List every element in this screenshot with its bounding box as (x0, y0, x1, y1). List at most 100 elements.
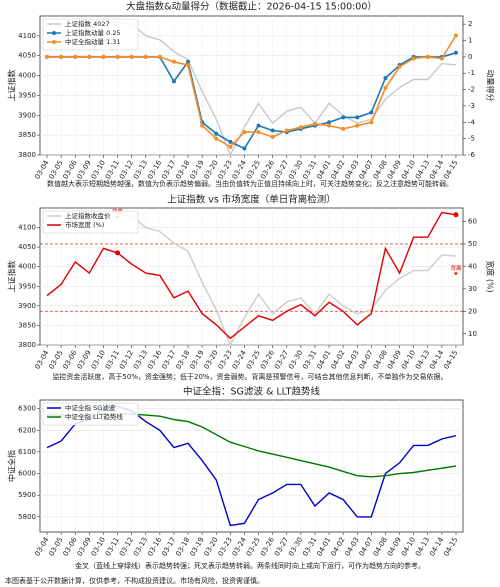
y-tick-label: 3850 (18, 131, 36, 139)
y-tick-label: 5900 (18, 491, 36, 499)
y2-tick-label: 20 (468, 307, 477, 315)
point (270, 135, 275, 140)
point (453, 33, 458, 38)
chart-title: 大盘指数&动量得分（数据截止：2026-04-15 15:00:00） (126, 1, 377, 13)
y2-axis-label: 动量得分 (486, 70, 496, 102)
legend-label: 上证指数动量 0.25 (65, 28, 121, 37)
point (425, 54, 430, 59)
y-tick-label: 4100 (18, 224, 36, 232)
point (439, 56, 444, 61)
point (341, 115, 346, 120)
annotation-arrow (453, 272, 458, 276)
legend-box (42, 18, 139, 51)
legend-label: 中证全指动量 1.31 (65, 37, 121, 46)
point (355, 115, 360, 120)
point (59, 54, 64, 59)
point (214, 136, 219, 141)
point (157, 54, 162, 59)
y2-tick-label: -2 (468, 86, 475, 94)
y2-tick-label: 2 (468, 20, 472, 28)
point (87, 54, 92, 59)
y2-tick-label: 1 (468, 37, 472, 45)
y-tick-label: 4050 (18, 243, 36, 251)
y-tick-label: 3900 (18, 111, 36, 119)
y-axis-label: 中证全指 (7, 450, 17, 482)
series-line (46, 211, 457, 340)
point (327, 123, 332, 128)
point (284, 128, 289, 133)
point (453, 50, 458, 55)
y-tick-label: 4100 (18, 32, 36, 40)
legend-box (42, 210, 139, 234)
point (383, 76, 388, 81)
y2-tick-label: -4 (468, 118, 476, 126)
y-tick-label: 3950 (18, 91, 36, 99)
point (298, 125, 303, 130)
point (256, 130, 261, 135)
annotation: 背离 (450, 264, 462, 272)
y-tick-label: 3800 (18, 151, 36, 159)
chart-title: 上证指数 vs 市场宽度（单日背离检测） (167, 194, 336, 206)
y-tick-label: 4000 (18, 72, 36, 80)
y2-axis-label: 宽度 (%) (486, 260, 496, 292)
x-tick-label: 04-15 (442, 159, 459, 181)
y2-tick-label: 50 (468, 240, 477, 248)
legend-label: 上证指数收盘价 (65, 211, 111, 220)
legend-label: 市场宽度 (%) (65, 220, 104, 229)
legend-label: 上证指数 4027 (65, 19, 110, 28)
point (369, 110, 374, 115)
x-tick-label: 04-15 (442, 536, 459, 558)
point (341, 126, 346, 131)
caption: 数值越大表示短期趋势越强，数值为负表示趋势偏弱。当由负值转为正值且持续向上时，可… (47, 179, 453, 188)
y2-tick-label: -6 (468, 151, 476, 159)
y-tick-label: 5800 (18, 513, 36, 521)
divergence-point (115, 250, 121, 256)
y2-tick-label: -3 (468, 102, 475, 110)
point (228, 144, 233, 149)
point (242, 146, 247, 151)
y-tick-label: 3950 (18, 282, 36, 290)
y-tick-label: 3850 (18, 321, 36, 329)
footer: 本图表基于公开数据计算，仅供参考，不构成投资建议。市场有风险，投资需谨慎。 (5, 576, 264, 585)
chart-title: 中证全指：SG滤波 & LLT趋势线 (183, 386, 320, 398)
y-tick-label: 4000 (18, 263, 36, 271)
point (355, 123, 360, 128)
point (73, 54, 78, 59)
legend-label: 中证全指 SG滤波 (65, 403, 116, 412)
y-axis-label: 上证指数 (7, 70, 17, 102)
y-tick-label: 4050 (18, 52, 36, 60)
point (383, 85, 388, 90)
y-tick-label: 6100 (18, 448, 36, 456)
point (45, 54, 50, 59)
divergence-point (453, 212, 459, 218)
caption: 金叉（蓝线上穿绿线）表示趋势转强；死叉表示趋势转弱。两条线同时向上或向下运行，可… (75, 561, 425, 570)
point (256, 123, 261, 128)
point (186, 63, 191, 68)
legend-label: 中证全指 LLT趋势线 (65, 412, 123, 421)
point (397, 64, 402, 69)
y2-tick-label: 10 (468, 330, 477, 338)
point (242, 130, 247, 135)
y-tick-label: 3800 (18, 341, 36, 349)
legend-marker (52, 40, 56, 44)
y2-tick-label: 0 (468, 53, 472, 61)
point (270, 128, 275, 133)
point (327, 120, 332, 125)
point (411, 56, 416, 61)
y-axis-label: 上证指数 (7, 261, 17, 293)
point (171, 79, 176, 84)
point (200, 123, 205, 128)
y2-tick-label: 60 (468, 217, 477, 225)
point (312, 121, 317, 126)
legend-marker (52, 31, 56, 35)
x-tick-label: 04-15 (442, 349, 459, 371)
y2-tick-label: -1 (468, 69, 475, 77)
y-tick-label: 6300 (18, 405, 36, 413)
point (171, 59, 176, 64)
point (115, 54, 120, 59)
y-tick-label: 6200 (18, 426, 36, 434)
